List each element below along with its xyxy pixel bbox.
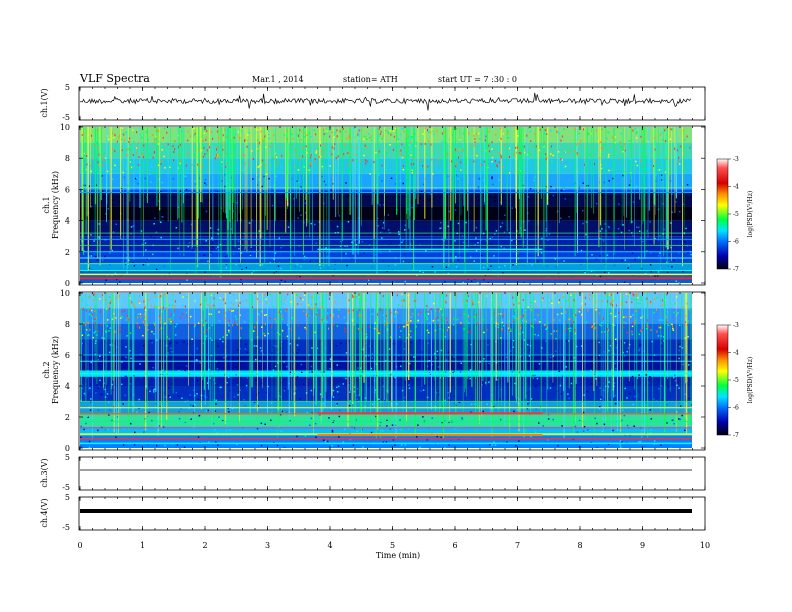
ch1-spec-ylabel1: ch.1	[42, 196, 51, 213]
freq-tick-label: 6	[65, 185, 70, 194]
colorbar-tick: -4	[733, 350, 739, 357]
colorbar-tick: -6	[733, 239, 739, 246]
ch4-wave-frame	[78, 496, 706, 531]
x-tick-label: 7	[515, 541, 520, 550]
ch2-spec-frame	[78, 291, 706, 451]
freq-tick-label: 0	[65, 279, 70, 288]
colorbar-ch1: -3 -4 -5 -6 -7 log(PSD(V²/Hz)	[716, 156, 754, 273]
ch4-wave-tick-bottom: -5	[62, 523, 70, 532]
x-tick-label: 6	[452, 541, 457, 550]
ch4-wave-ylabel: ch.4(V)	[40, 498, 49, 527]
x-axis-label: Time (min)	[376, 551, 420, 560]
colorbar-tick: -7	[733, 266, 739, 273]
x-tick-label: 3	[265, 541, 270, 550]
freq-tick-label: 6	[65, 351, 70, 360]
x-tick-label: 8	[577, 541, 582, 550]
colorbar-tick: -6	[733, 405, 739, 412]
colorbar-tick: -7	[733, 432, 739, 439]
freq-tick-label: 4	[65, 217, 70, 226]
figure-title: VLF Spectra	[79, 72, 150, 85]
x-tick-label: 2	[202, 541, 207, 550]
freq-tick-label: 4	[65, 382, 70, 391]
freq-tick-label: 10	[60, 123, 70, 132]
ch3-wave-tick-top: 5	[65, 453, 70, 462]
colorbar-tick: -5	[733, 377, 739, 384]
station-label: station= ATH	[343, 75, 398, 84]
colorbar-tick: -4	[733, 184, 739, 191]
freq-tick-label: 2	[65, 413, 70, 422]
ch1-wave-tick-top: 5	[65, 83, 70, 92]
ch2-spectrogram	[80, 293, 692, 448]
ch1-spectrogram	[80, 127, 692, 283]
ch1-spec-frame	[78, 125, 706, 286]
ch1-wave-tick-bottom: -5	[62, 113, 70, 122]
colorbar-ch2-label: log(PSD(V²/Hz)	[747, 357, 754, 404]
ch3-wave-tick-bottom: -5	[62, 483, 70, 492]
start-time-label: start UT = 7 :30 : 0	[438, 75, 517, 84]
x-tick-label: 0	[77, 541, 82, 550]
x-tick-label: 5	[390, 541, 395, 550]
freq-tick-label: 0	[65, 444, 70, 453]
colorbar-tick: -5	[733, 211, 739, 218]
ch3-wave-frame	[78, 456, 706, 491]
ch1-spec-ylabel2: Frequency (kHz)	[51, 171, 60, 239]
colorbar-tick: -3	[733, 156, 739, 163]
ch2-spec-ylabel1: ch.2	[42, 361, 51, 378]
freq-tick-label: 2	[65, 248, 70, 257]
x-tick-label: 4	[327, 541, 332, 550]
x-tick-label: 9	[640, 541, 645, 550]
x-tick-label: 10	[700, 541, 710, 550]
ch3-wave-ylabel: ch.3(V)	[40, 458, 49, 487]
colorbar-ch1-label: log(PSD(V²/Hz)	[747, 191, 754, 238]
freq-tick-label: 10	[60, 289, 70, 298]
colorbar-tick: -3	[733, 322, 739, 329]
colorbar-ch2: -3 -4 -5 -6 -7 log(PSD(V²/Hz)	[716, 322, 754, 439]
ch1-wave-ylabel: ch.1(V)	[40, 88, 49, 117]
date-label: Mar.1 , 2014	[252, 75, 304, 84]
ch4-waveform	[80, 509, 692, 513]
ch4-wave-tick-top: 5	[65, 493, 70, 502]
freq-tick-label: 8	[65, 320, 70, 329]
ch1-wave-frame	[78, 86, 706, 121]
ch2-spec-ylabel2: Frequency (kHz)	[51, 336, 60, 404]
ch1-waveform	[79, 92, 692, 111]
freq-tick-label: 8	[65, 154, 70, 163]
x-tick-label: 1	[140, 541, 145, 550]
